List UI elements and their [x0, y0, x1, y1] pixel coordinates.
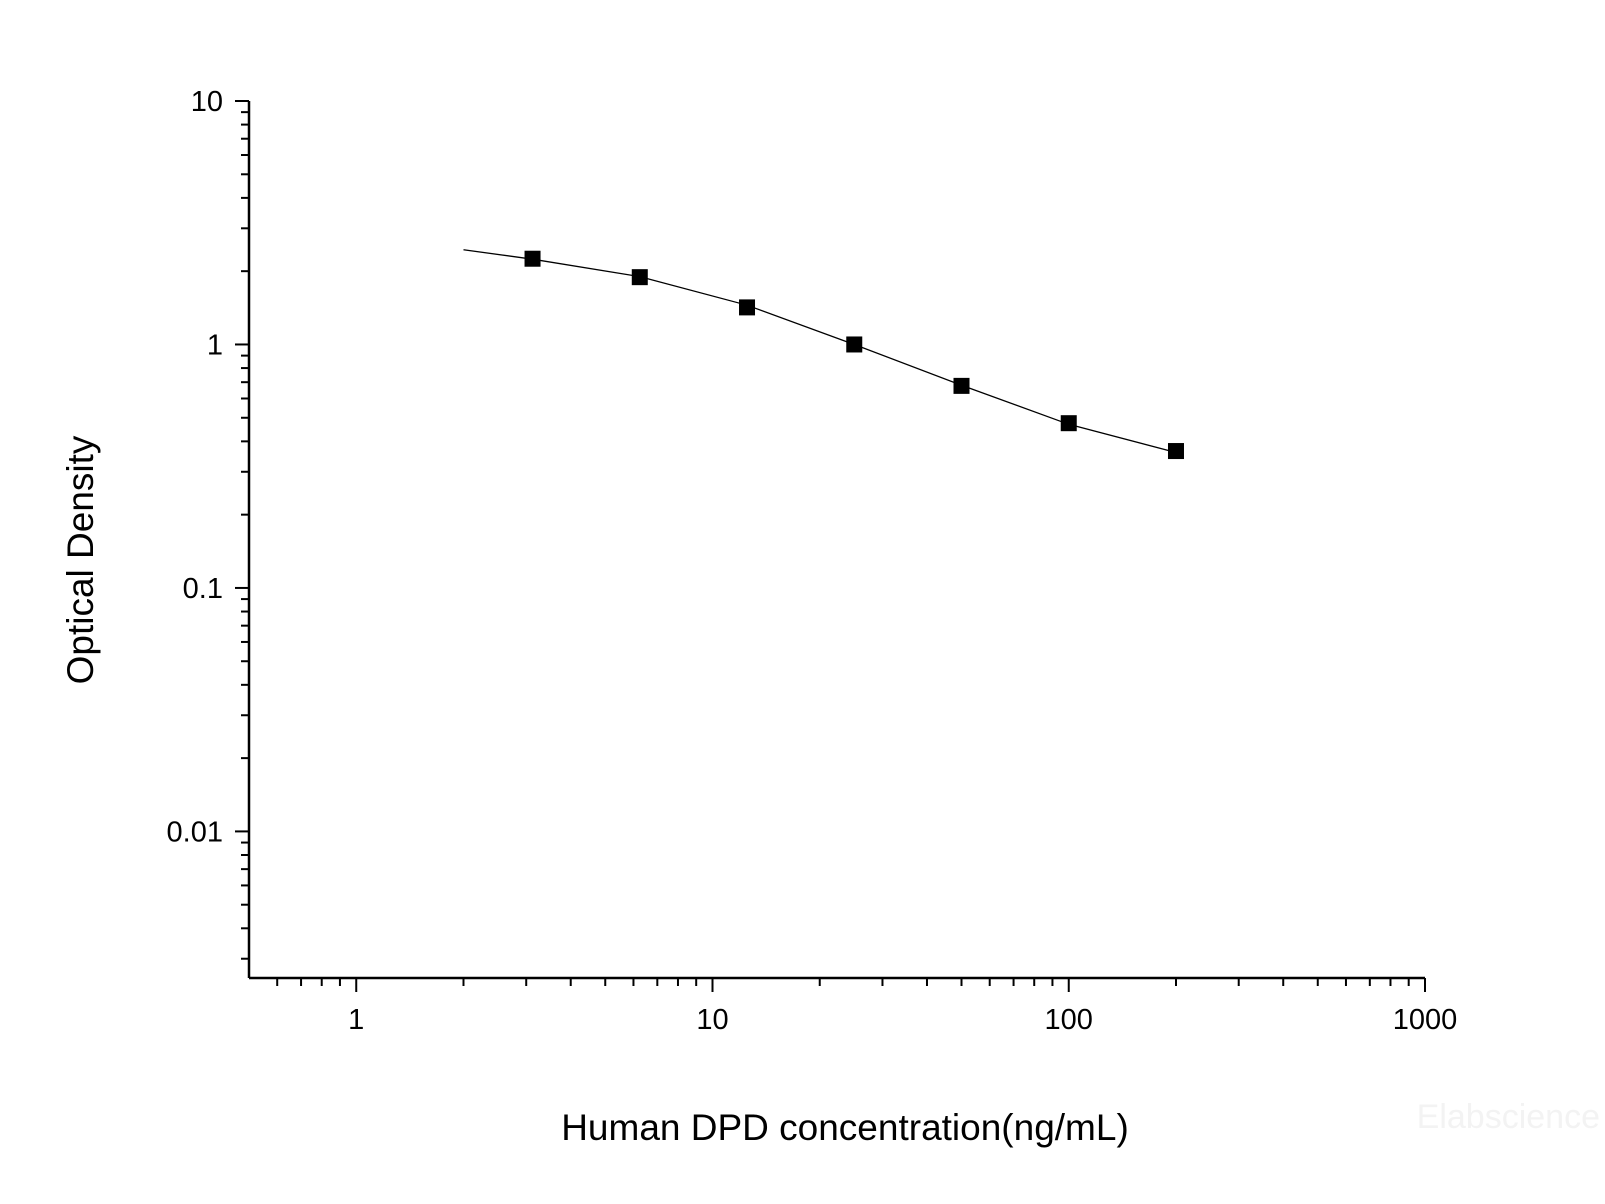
y-tick-label: 0.1 — [183, 573, 223, 605]
x-tick-label: 10 — [696, 1004, 728, 1036]
data-point — [1167, 443, 1184, 460]
fit-curve — [463, 249, 1177, 454]
y-tick-label: 10 — [191, 86, 223, 118]
y-tick-label: 1 — [207, 329, 223, 361]
x-tick-label: 1000 — [1393, 1004, 1458, 1036]
y-tick-label: 0.01 — [167, 816, 223, 848]
x-axis-title: Human DPD concentration(ng/mL) — [561, 1107, 1129, 1148]
data-point — [1060, 415, 1077, 432]
data-point — [739, 299, 756, 316]
y-axis-title: Optical Density — [60, 435, 101, 684]
watermark: Elabscience — [1417, 1098, 1600, 1136]
x-tick-label: 1 — [348, 1004, 364, 1036]
x-tick-label: 100 — [1045, 1004, 1093, 1036]
